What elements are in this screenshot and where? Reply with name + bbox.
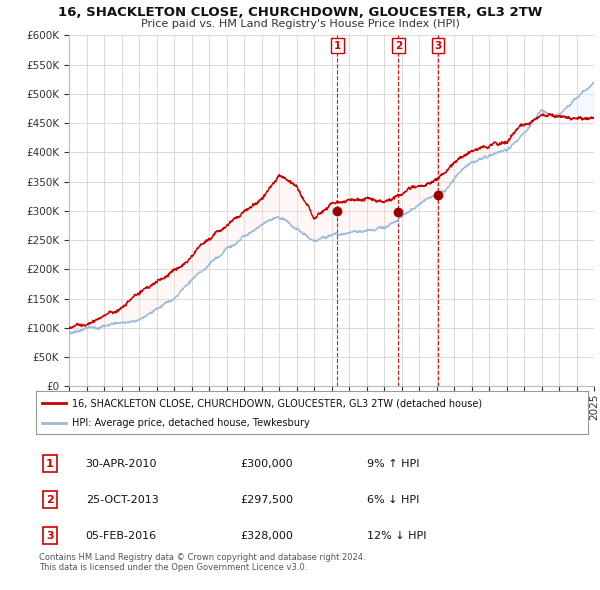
Text: 16, SHACKLETON CLOSE, CHURCHDOWN, GLOUCESTER, GL3 2TW (detached house): 16, SHACKLETON CLOSE, CHURCHDOWN, GLOUCE… <box>72 398 482 408</box>
Text: 1: 1 <box>46 458 53 468</box>
Text: 6% ↓ HPI: 6% ↓ HPI <box>367 494 419 504</box>
Text: 2: 2 <box>395 41 402 51</box>
Text: £300,000: £300,000 <box>240 458 293 468</box>
Text: 05-FEB-2016: 05-FEB-2016 <box>86 530 157 540</box>
Text: £297,500: £297,500 <box>240 494 293 504</box>
Text: HPI: Average price, detached house, Tewkesbury: HPI: Average price, detached house, Tewk… <box>72 418 310 428</box>
Text: 30-APR-2010: 30-APR-2010 <box>86 458 157 468</box>
Text: Contains HM Land Registry data © Crown copyright and database right 2024.: Contains HM Land Registry data © Crown c… <box>39 553 365 562</box>
Text: 12% ↓ HPI: 12% ↓ HPI <box>367 530 427 540</box>
Text: 25-OCT-2013: 25-OCT-2013 <box>86 494 158 504</box>
Text: 2: 2 <box>46 494 53 504</box>
Text: Price paid vs. HM Land Registry's House Price Index (HPI): Price paid vs. HM Land Registry's House … <box>140 19 460 29</box>
Text: This data is licensed under the Open Government Licence v3.0.: This data is licensed under the Open Gov… <box>39 563 307 572</box>
Text: 16, SHACKLETON CLOSE, CHURCHDOWN, GLOUCESTER, GL3 2TW: 16, SHACKLETON CLOSE, CHURCHDOWN, GLOUCE… <box>58 6 542 19</box>
Text: 1: 1 <box>334 41 341 51</box>
Text: 9% ↑ HPI: 9% ↑ HPI <box>367 458 420 468</box>
Text: 3: 3 <box>434 41 442 51</box>
Text: £328,000: £328,000 <box>240 530 293 540</box>
Text: 3: 3 <box>46 530 53 540</box>
